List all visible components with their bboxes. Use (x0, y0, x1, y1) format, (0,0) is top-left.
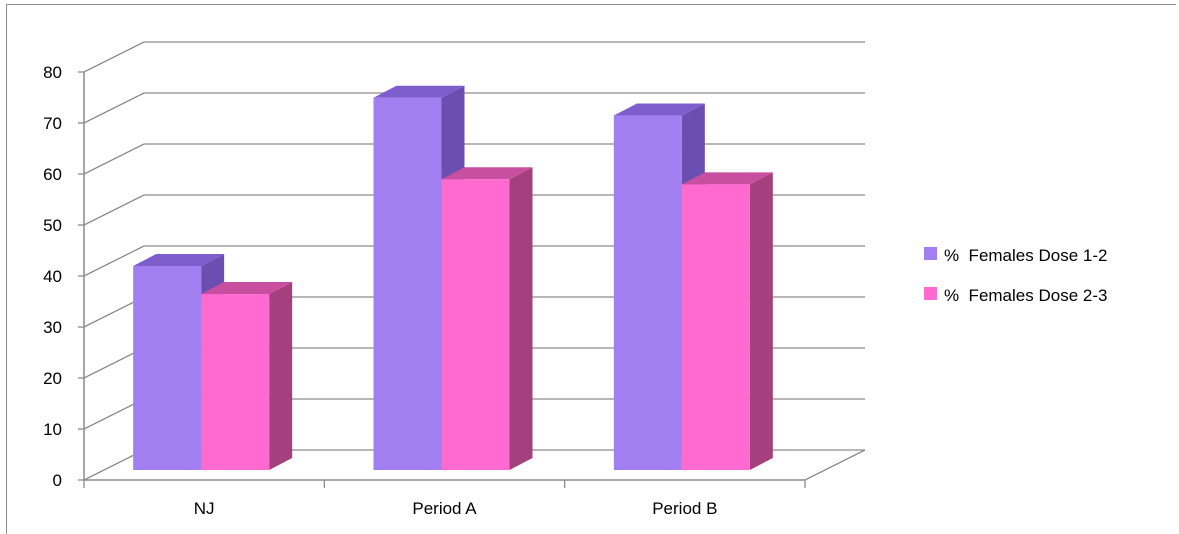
bar-top (613, 103, 705, 116)
y-tick-label: 80 (43, 63, 62, 82)
floor-edge (804, 449, 866, 481)
bar (201, 282, 293, 470)
label-layer: 0 10 20 30 40 50 60 70 80 NJ Period A Period B (43, 63, 717, 518)
y-tick-label: 0 (53, 471, 62, 490)
x-tick-label: Period A (412, 499, 477, 518)
legend-label-dose-1-2: % Females Dose 1-2 (944, 246, 1107, 265)
bar-top (441, 167, 533, 180)
bar-front (201, 294, 270, 470)
gridline-side (83, 41, 145, 73)
bar-top (373, 85, 465, 98)
legend-swatch-dose-1-2 (924, 247, 937, 260)
gridline-side (83, 92, 145, 124)
bar-top (133, 254, 225, 266)
bar-front (373, 97, 442, 470)
bar-side (509, 167, 533, 471)
legend-label-dose-2-3: % Females Dose 2-3 (944, 286, 1107, 305)
y-tick-label: 50 (43, 216, 62, 235)
bar-side (269, 282, 293, 470)
legend-swatch-dose-2-3 (924, 287, 937, 300)
bar (681, 172, 773, 470)
bar-front (681, 184, 750, 470)
gridline-side (83, 143, 145, 175)
bar-side (749, 172, 773, 470)
x-tick-label: NJ (194, 499, 215, 518)
y-tick-label: 20 (43, 369, 62, 388)
gridline-side (83, 194, 145, 226)
bar-top (681, 172, 773, 185)
gridline-side (83, 245, 145, 277)
legend: % Females Dose 1-2 % Females Dose 2-3 (924, 246, 1107, 305)
bar-front (441, 179, 510, 471)
bar-front (613, 115, 682, 471)
bar-top (201, 282, 293, 295)
y-tick-label: 70 (43, 114, 62, 133)
chart-frame (6, 4, 1176, 534)
y-tick-label: 30 (43, 318, 62, 337)
x-tick-label: Period B (652, 499, 717, 518)
bar (441, 167, 533, 471)
y-tick-label: 40 (43, 267, 62, 286)
bar-layer (133, 85, 773, 471)
bar-front (133, 266, 202, 470)
axis-layer (78, 71, 866, 488)
y-tick-label: 60 (43, 165, 62, 184)
y-tick-label: 10 (43, 420, 62, 439)
